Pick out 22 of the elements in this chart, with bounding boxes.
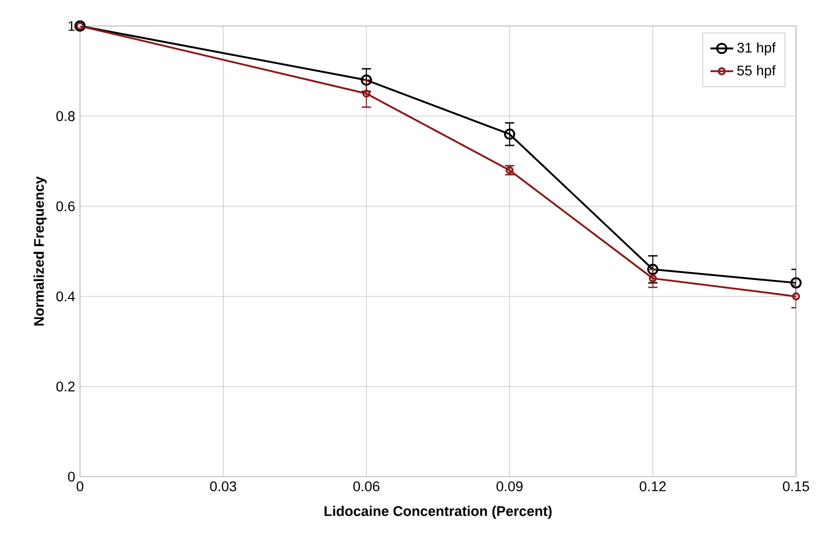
x-tick-label: 0.12 — [640, 481, 666, 492]
y-tick-label: 0.6 — [56, 201, 75, 212]
point — [790, 277, 802, 288]
legend-label: 31 hpf — [737, 42, 776, 56]
y-tick-label: 0.4 — [56, 291, 75, 302]
x-axis-title: Lidocaine Concentration (Percent) — [324, 506, 552, 519]
x-tick-label: 0.15 — [782, 481, 810, 492]
point — [360, 74, 372, 86]
point — [504, 128, 516, 140]
legend-label: 55 hpf — [737, 65, 776, 78]
point — [648, 274, 657, 282]
point — [362, 90, 370, 98]
y-axis-title: Normalized Frequency — [34, 176, 47, 326]
x-tick-label: 0 — [76, 481, 84, 492]
y-tick-label: 1 — [68, 21, 75, 31]
y-tick-label: 0.2 — [56, 382, 75, 392]
point — [647, 264, 658, 275]
y-tick-label: 0.8 — [56, 111, 75, 122]
x-tick-label: 0.06 — [353, 481, 380, 492]
y-tick-label: 0 — [68, 472, 75, 482]
x-tick-label: 0.03 — [210, 481, 236, 492]
x-tick-label: 0.09 — [496, 481, 523, 492]
